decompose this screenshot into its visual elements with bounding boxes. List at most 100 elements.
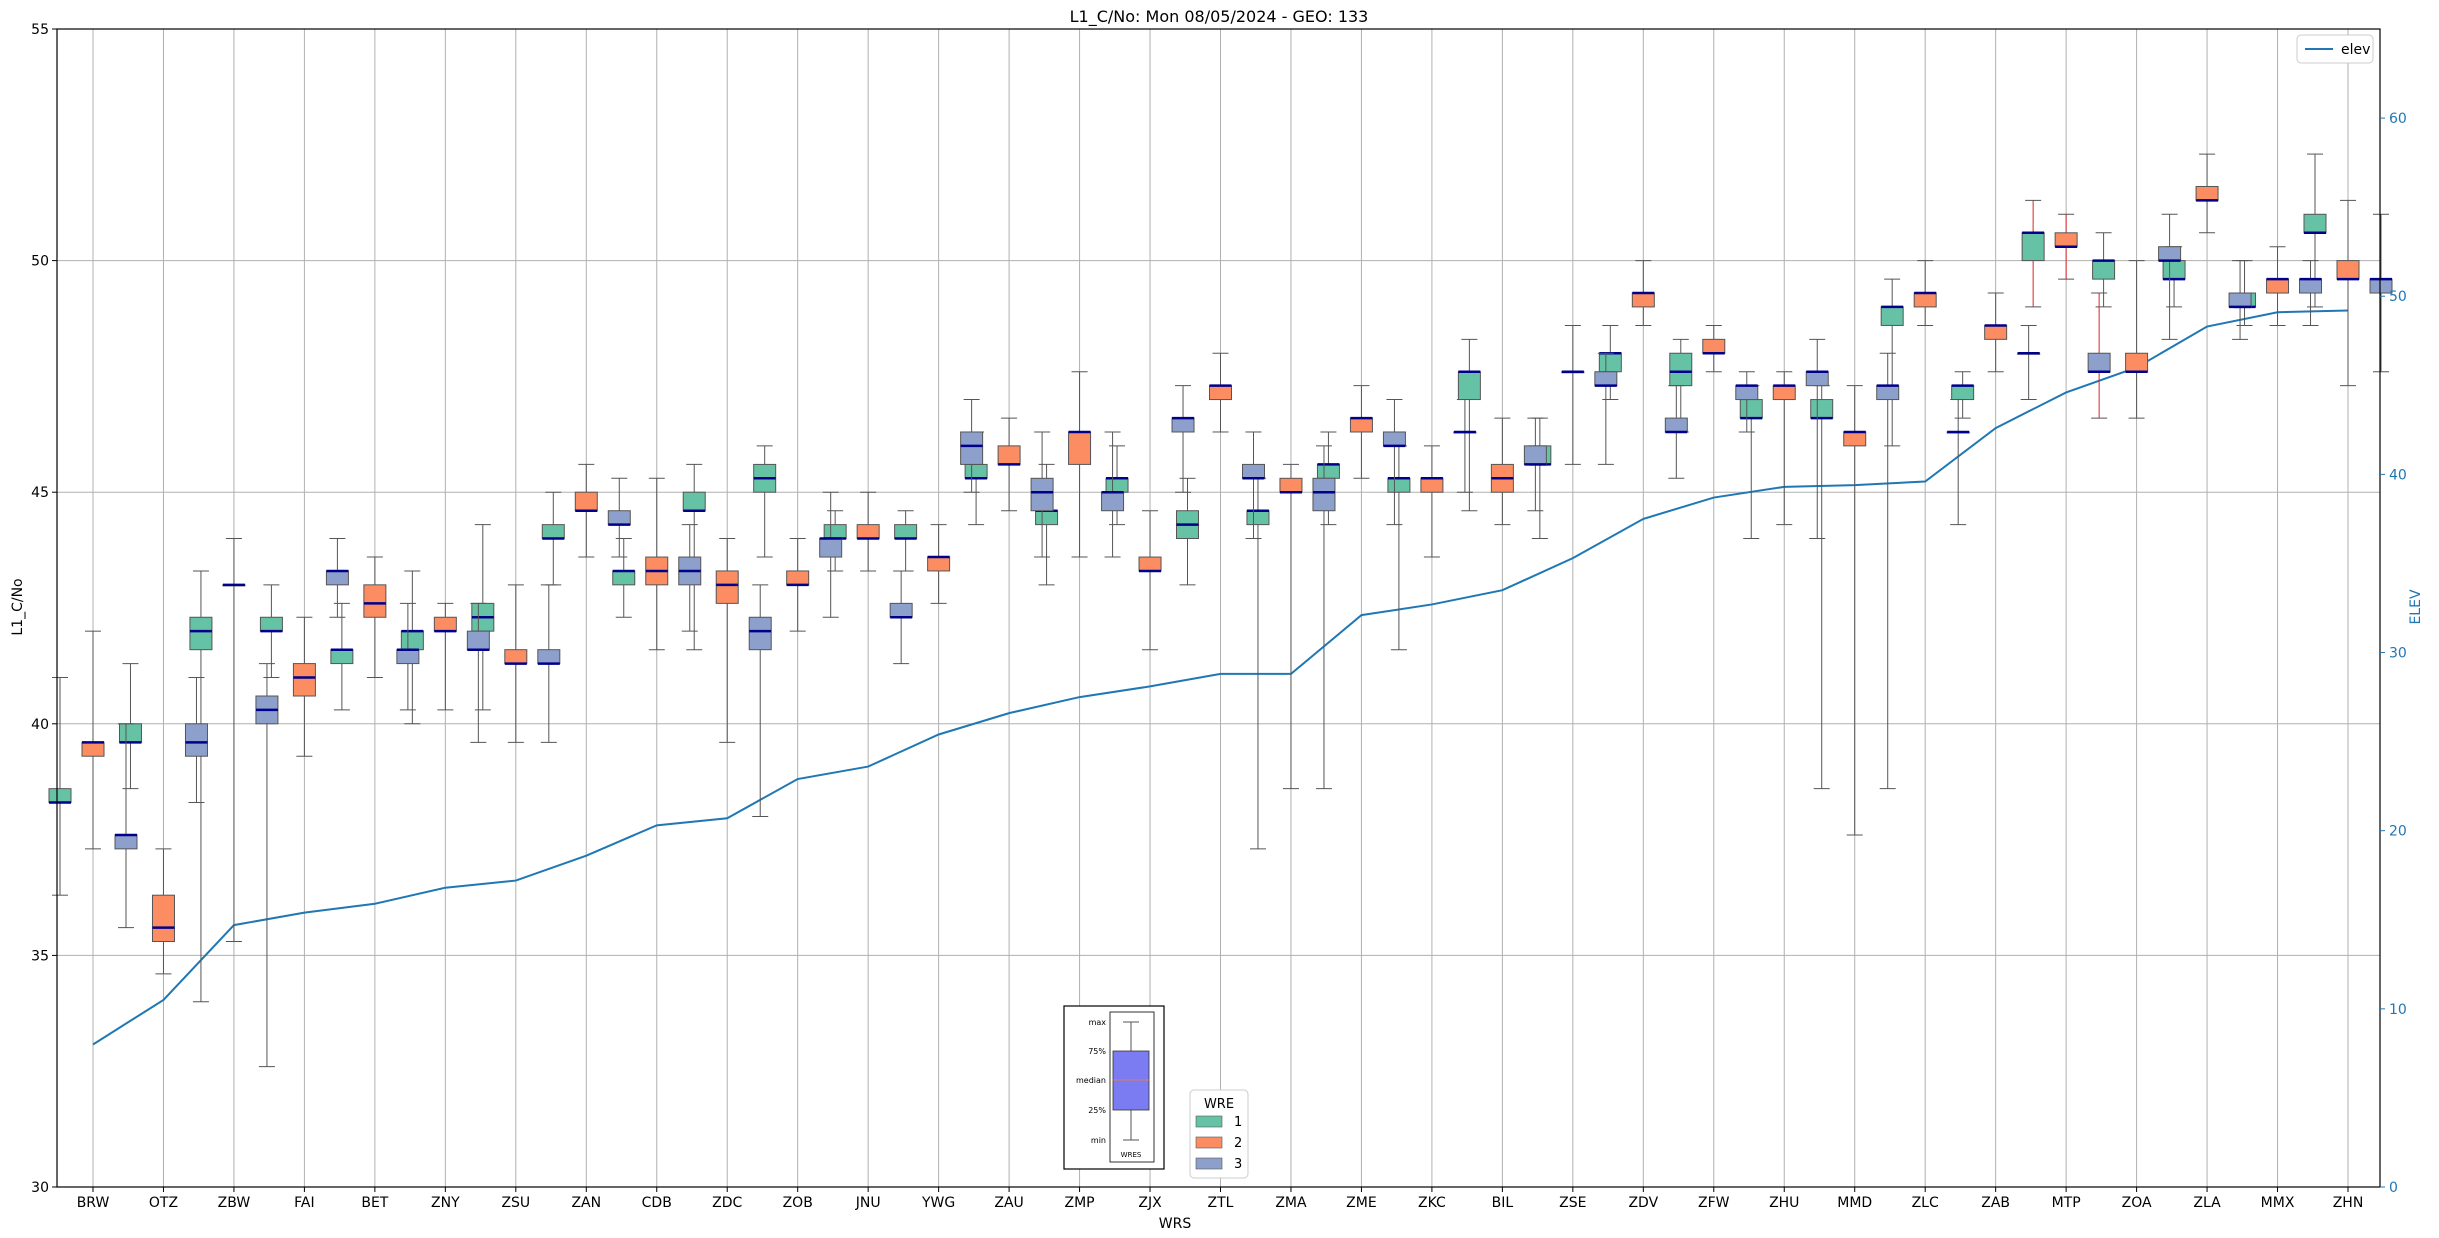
box-iqr [960,431,984,465]
box-iqr [118,723,142,743]
box-wre2-zma [1279,463,1303,790]
box-wre2-zau [997,417,1021,512]
y2-tick-label: 50 [2389,289,2407,305]
x-tick-label: ZHN [2333,1195,2364,1211]
box-wre2-otz [151,848,175,975]
inset-label: 25% [1088,1106,1106,1115]
x-tick-label: ZSU [501,1195,530,1211]
box-wre1-fai [259,584,283,678]
y-tick-label: 50 [31,254,49,270]
box-wre2-zsu [504,584,528,743]
box-iqr [607,510,631,526]
box-wre2-zmp [1068,371,1092,558]
box-iqr [1068,431,1092,465]
inset-label: median [1076,1076,1106,1085]
box-wre3-zoa [2158,213,2182,340]
box-wre2-zdc [715,538,739,743]
box-iqr [819,538,843,558]
box-iqr [292,663,316,697]
box-iqr [2299,278,2323,294]
wre-legend-swatch [1195,1115,1223,1128]
x-tick-label: ZMP [1065,1195,1095,1211]
y-tick-label: 55 [31,22,49,38]
x-tick-label: ZSE [1559,1195,1586,1211]
box-wre1-ztl [1176,477,1199,586]
box-iqr [2021,232,2045,262]
box-wre2-zoa [2125,260,2149,419]
box-iqr [997,445,1021,465]
axes: 30 35 40 45 50 55 0 10 20 30 40 50 60 BRW OTZ ZBW FAI BET… [31,22,2407,1211]
box-iqr [1984,324,2008,340]
box-iqr [1664,417,1688,433]
box-iqr [1349,417,1373,433]
box-iqr [1035,510,1059,526]
box-wre3-zab [2017,324,2041,401]
inset-label: min [1091,1136,1106,1145]
y-tick-label: 35 [31,948,49,964]
box-iqr [1171,417,1195,433]
box-iqr [1030,477,1054,512]
box-iqr [1523,445,1547,465]
box-wre2-zob [786,538,810,632]
box-wre2-zjx [1138,510,1162,651]
box-wre3-zma [1312,445,1336,790]
y-tick-label: 45 [31,485,49,501]
x-tick-label: ZDV [1628,1195,1658,1211]
box-wre1-zlc [1880,278,1904,447]
box-iqr [1105,477,1129,493]
box-wre3-mmx [2299,260,2323,326]
box-iqr [504,649,528,665]
box-iqr [541,524,565,540]
boxplot-layer [48,153,2393,1068]
box-iqr [2195,185,2219,201]
box-wre2-bet [363,556,387,678]
wre-legend-label: 3 [1234,1157,1242,1172]
box-wre1-zob [753,445,777,558]
box-wre2-zny [433,602,457,711]
x-tick-label: CDB [642,1195,672,1211]
box-wre3-ztl [1242,431,1265,540]
box-wre3-ywg [960,399,984,493]
box-wre2-mmd [1843,385,1867,836]
elev-legend-label: elev [2341,42,2370,58]
box-wre3-zme [1382,399,1406,526]
box-iqr [1913,292,1937,308]
box-wre1-mtp [2021,199,2045,308]
box-iqr [927,556,951,572]
box-iqr [2125,352,2149,373]
x-tick-label: ZDC [712,1195,742,1211]
box-iqr [537,649,561,665]
y2-axis-label: ELEV [2408,589,2424,624]
box-iqr [2266,278,2290,294]
x-tick-label: MMD [1837,1195,1872,1211]
y-axis-label: L1_C/No [10,578,26,635]
box-wre1-mmd [1810,385,1834,790]
box-iqr [1951,385,1975,401]
box-wre3-cdb [678,524,702,632]
chart-title: L1_C/No: Mon 08/05/2024 - GEO: 133 [1070,7,1369,27]
x-tick-label: ZBW [218,1195,251,1211]
inset-xtick-label: WRES [1121,1151,1142,1159]
x-tick-label: ZTL [1208,1195,1234,1211]
box-wre2-ywg [927,524,951,604]
box-iqr [184,723,208,757]
box-wre2-zhn [2336,199,2360,387]
box-wre1-zjx [1105,445,1129,526]
box-wre2-zbw [222,538,246,943]
wre-legend-swatch [1195,1136,1223,1149]
box-iqr [1735,385,1759,401]
elev-line-layer [92,309,2349,1046]
box-iqr [786,570,810,586]
box-iqr [2228,292,2252,308]
box-iqr [1631,292,1655,308]
box-wre2-zan [574,463,598,558]
box-iqr [748,616,772,651]
box-wre3-zfw [1735,371,1759,433]
box-wre1-zan [541,491,565,586]
box-wre3-zjx [1171,385,1195,493]
y2-tick-label: 60 [2389,111,2407,127]
x-tick-label: ZLC [1912,1195,1939,1211]
x-tick-label: YWG [921,1195,955,1211]
box-iqr [2158,246,2182,262]
inset-label: max [1089,1018,1107,1027]
